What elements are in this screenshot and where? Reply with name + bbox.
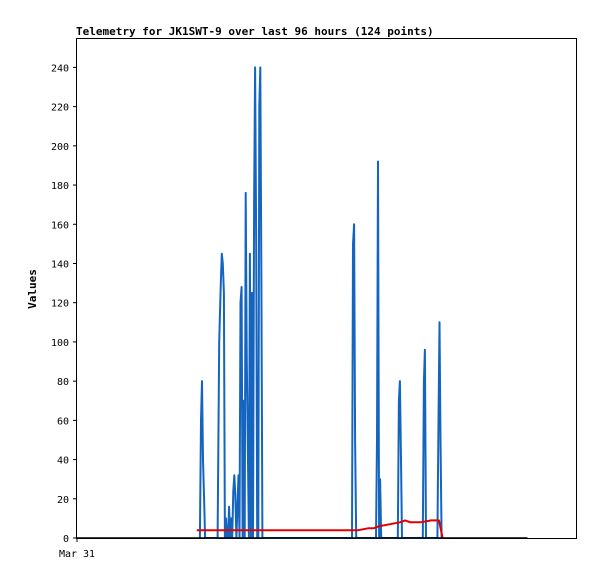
y-tick-label: 100 bbox=[51, 338, 69, 349]
y-tick-label: 0 bbox=[63, 534, 69, 545]
y-tick-label: 80 bbox=[57, 377, 69, 388]
series-line-1 bbox=[198, 66, 444, 539]
y-tick-label: 220 bbox=[51, 103, 69, 114]
y-tick-label: 140 bbox=[51, 259, 69, 270]
x-tick-label: Mar 31 bbox=[59, 549, 95, 560]
y-tick-label: 20 bbox=[57, 495, 69, 506]
y-axis: 0 20 40 60 80 100 120 140 160 180 200 220 240 bbox=[51, 63, 77, 545]
y-tick-label: 60 bbox=[57, 416, 69, 427]
series-layer bbox=[77, 66, 528, 539]
y-tick-label: 180 bbox=[51, 181, 69, 192]
y-axis-label: Values bbox=[26, 269, 39, 309]
y-tick-label: 120 bbox=[51, 299, 69, 310]
y-tick-label: 40 bbox=[57, 456, 69, 467]
plot-frame bbox=[76, 38, 577, 539]
series-line-2 bbox=[196, 519, 444, 539]
y-tick-label: 240 bbox=[51, 63, 69, 74]
y-tick-label: 160 bbox=[51, 220, 69, 231]
chart-title: Telemetry for JK1SWT-9 over last 96 hour… bbox=[76, 25, 434, 38]
y-tick-label: 200 bbox=[51, 142, 69, 153]
